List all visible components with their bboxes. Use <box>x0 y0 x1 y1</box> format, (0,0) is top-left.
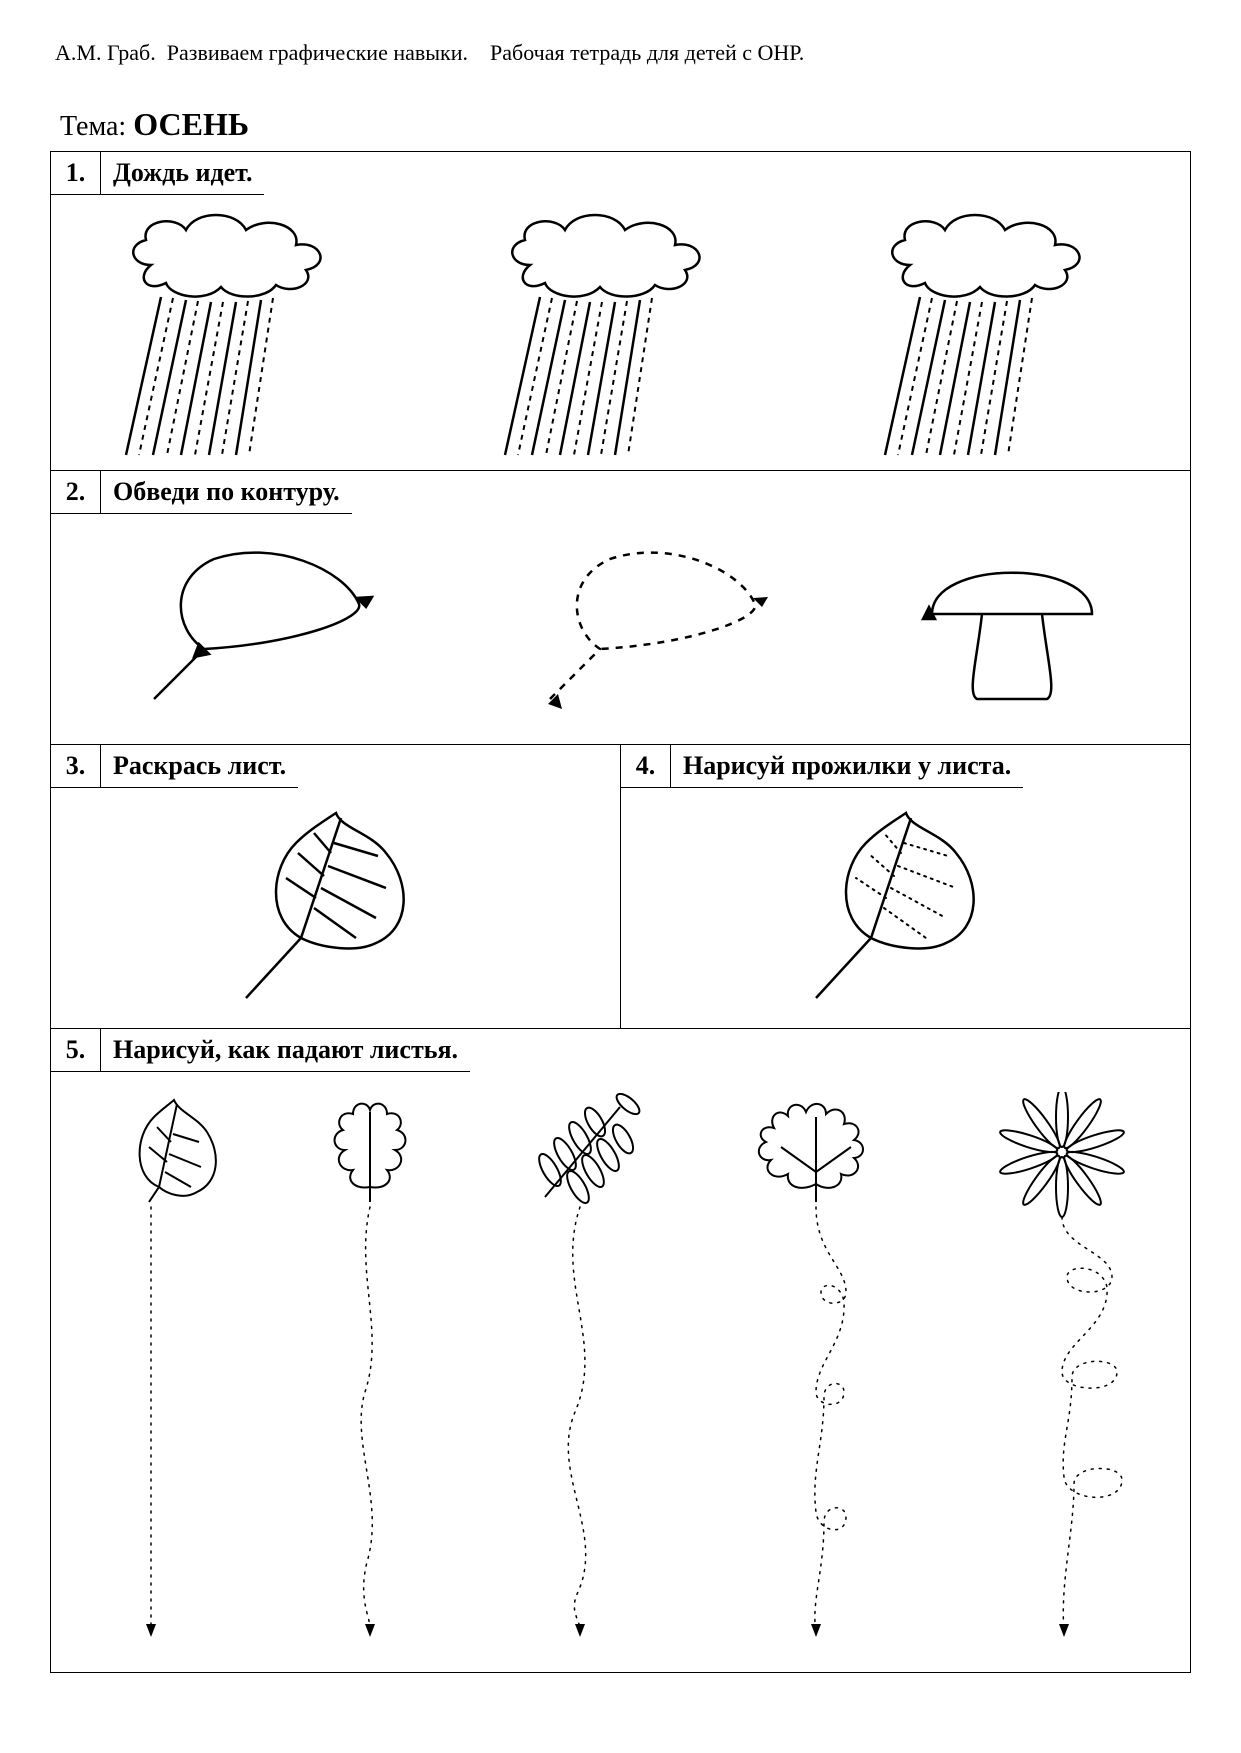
falling-leaf-aster <box>952 1092 1162 1652</box>
birch-leaf-dotted-veins-icon <box>776 798 1036 1018</box>
task-1-title: Дождь идет. <box>101 152 264 195</box>
falling-leaf-rowan <box>490 1092 680 1652</box>
task-2: 2. Обведи по контуру. <box>51 471 1190 745</box>
book-title: Развиваем графические навыки. <box>167 40 468 65</box>
topic-heading: Тема: ОСЕНЬ <box>50 106 1191 143</box>
book-subtitle: Рабочая тетрадь для детей с ОНР. <box>490 40 804 65</box>
mushroom-icon <box>907 529 1127 729</box>
task-4: 4. Нарисуй прожилки у листа. <box>621 745 1190 1028</box>
task-4-title: Нарисуй прожилки у листа. <box>671 745 1023 788</box>
task-5: 5. Нарисуй, как падают листья. <box>51 1029 1190 1672</box>
leaf-dashed-icon <box>510 529 780 729</box>
birch-leaf-icon <box>206 798 466 1018</box>
topic-value: ОСЕНЬ <box>133 106 249 142</box>
task-1: 1. Дождь идет. <box>51 152 1190 471</box>
task-1-body <box>51 195 1190 470</box>
task-3: 3. Раскрась лист. <box>51 745 621 1028</box>
task-2-title: Обведи по контуру. <box>101 471 352 514</box>
task-4-number: 4. <box>621 745 671 788</box>
page-header: А.М. Граб. Развиваем графические навыки.… <box>50 40 1191 66</box>
author: А.М. Граб. <box>55 40 156 65</box>
falling-leaf-maple <box>716 1092 916 1652</box>
task-5-number: 5. <box>51 1029 101 1072</box>
task-3-number: 3. <box>51 745 101 788</box>
leaf-solid-icon <box>114 529 384 729</box>
topic-label: Тема: <box>60 111 126 142</box>
task-4-body <box>621 788 1190 1028</box>
rain-cloud-icon <box>101 205 381 465</box>
task-5-body <box>51 1072 1190 1672</box>
worksheet-frame: 1. Дождь идет. <box>50 151 1191 1673</box>
task-2-body <box>51 514 1190 744</box>
falling-leaf-oak <box>285 1092 455 1652</box>
task-3-title: Раскрась лист. <box>101 745 298 788</box>
task-2-number: 2. <box>51 471 101 514</box>
task-5-title: Нарисуй, как падают листья. <box>101 1029 470 1072</box>
task-row-3-4: 3. Раскрась лист. <box>51 745 1190 1029</box>
rain-cloud-icon <box>860 205 1140 465</box>
task-3-body <box>51 788 620 1028</box>
task-1-number: 1. <box>51 152 101 195</box>
falling-leaf-birch <box>79 1092 249 1652</box>
rain-cloud-icon <box>480 205 760 465</box>
